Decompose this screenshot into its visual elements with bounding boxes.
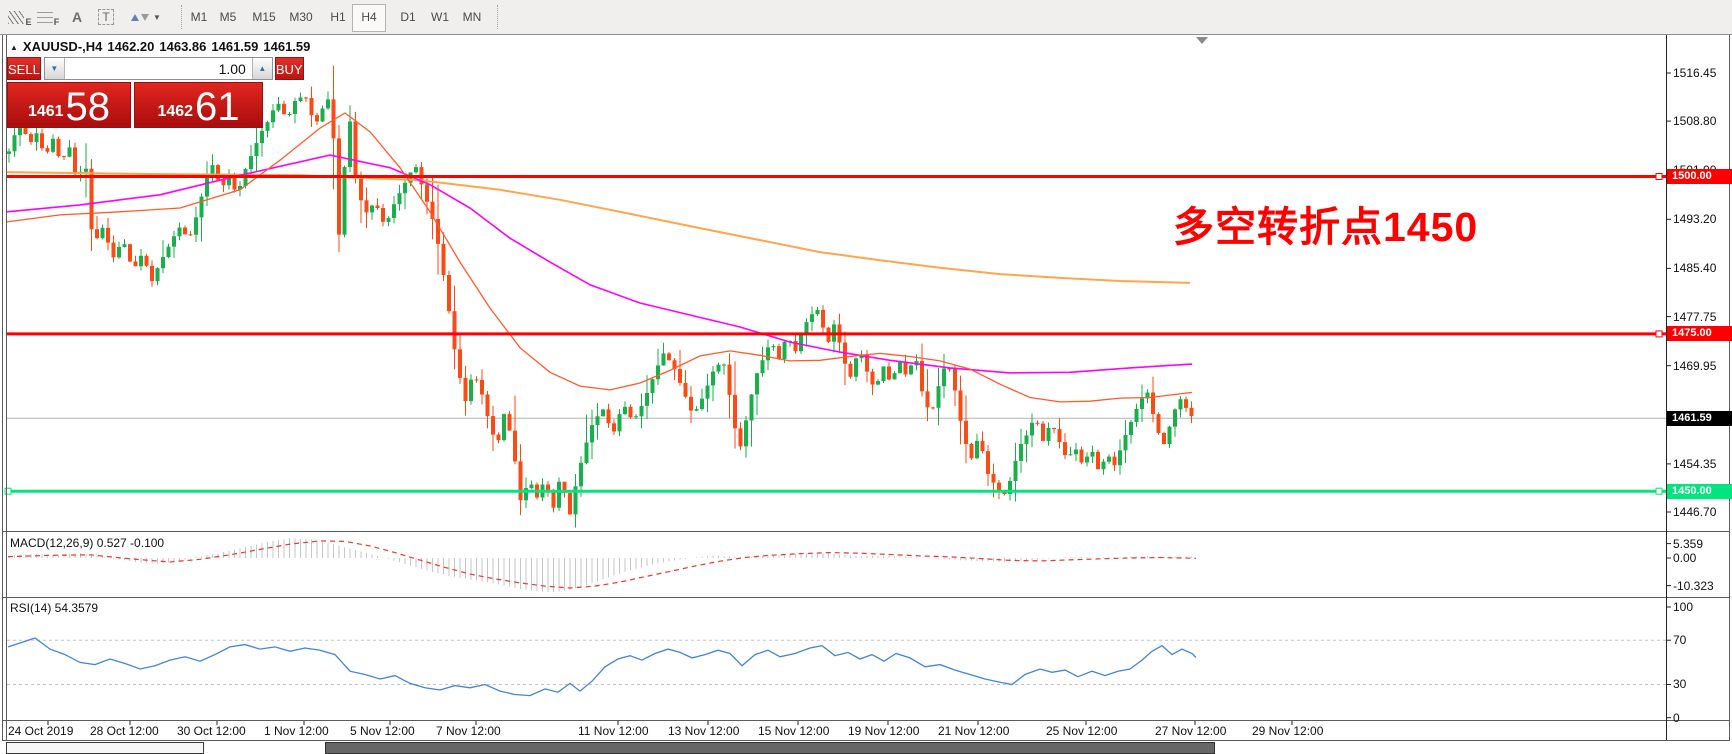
chevron-down-icon: ▼ — [153, 12, 161, 22]
toolbar-separator — [181, 5, 182, 29]
buy-button[interactable]: BUY — [274, 57, 304, 80]
crosshair-lines-tool-icon[interactable]: E — [6, 4, 34, 30]
tool-sub-label: F — [53, 17, 60, 27]
volume-increase-button[interactable]: ▲ — [251, 58, 272, 79]
hatch-glyph — [8, 10, 25, 24]
timeframe-button-d1[interactable]: D1 — [400, 10, 416, 24]
timeframe-button-m15[interactable]: M15 — [252, 10, 276, 24]
timeframe-button-h1[interactable]: H1 — [330, 10, 346, 24]
text-label-tool-icon[interactable]: A — [64, 4, 90, 30]
trade-buttons-row: SELL ▼ ▲ BUY — [7, 57, 304, 80]
tool-sub-label: E — [25, 17, 32, 27]
volume-input[interactable] — [64, 58, 252, 79]
sell-button[interactable]: SELL — [7, 57, 41, 80]
sell-price-big: 58 — [65, 85, 111, 130]
bottom-chart-tab-active[interactable] — [6, 742, 204, 754]
letter-a-glyph: A — [71, 9, 83, 25]
buy-price-big: 61 — [195, 85, 240, 130]
timeframe-button-h4[interactable]: H4 — [352, 4, 386, 32]
volume-decrease-button[interactable]: ▼ — [44, 58, 65, 79]
dots-glyph — [36, 11, 53, 23]
volume-stepper: ▼ ▲ — [43, 57, 273, 80]
buy-price-box[interactable]: 1462 61 — [134, 82, 263, 128]
one-click-trade-panel: SELL ▼ ▲ BUY 1461 58 1462 61 — [7, 57, 304, 128]
timeframe-button-mn[interactable]: MN — [462, 10, 482, 24]
timeframe-button-w1[interactable]: W1 — [431, 10, 449, 24]
toolbar: E F A T ▼ M1 M5 M15 M30 H1 H4 D1 W1 MN — [0, 0, 1732, 35]
arrow-objects-tool-icon[interactable]: ▼ — [124, 4, 168, 30]
up-arrow-icon — [131, 13, 140, 21]
trade-prices-row: 1461 58 1462 61 — [7, 82, 263, 128]
fibonacci-tool-icon[interactable]: F — [34, 4, 62, 30]
timeframe-button-m30[interactable]: M30 — [289, 10, 313, 24]
bottom-chart-tab-strip[interactable] — [325, 742, 1215, 754]
sell-price-box[interactable]: 1461 58 — [7, 82, 131, 128]
timeframe-button-m5[interactable]: M5 — [219, 10, 237, 24]
toolbar-separator — [497, 5, 498, 29]
text-box-tool-icon[interactable]: T — [92, 4, 120, 30]
down-arrow-icon — [141, 13, 150, 21]
boxed-t-glyph: T — [98, 9, 114, 25]
sell-price-small: 1461 — [27, 103, 64, 120]
buy-price-small: 1462 — [157, 103, 194, 120]
timeframe-button-m1[interactable]: M1 — [190, 10, 208, 24]
